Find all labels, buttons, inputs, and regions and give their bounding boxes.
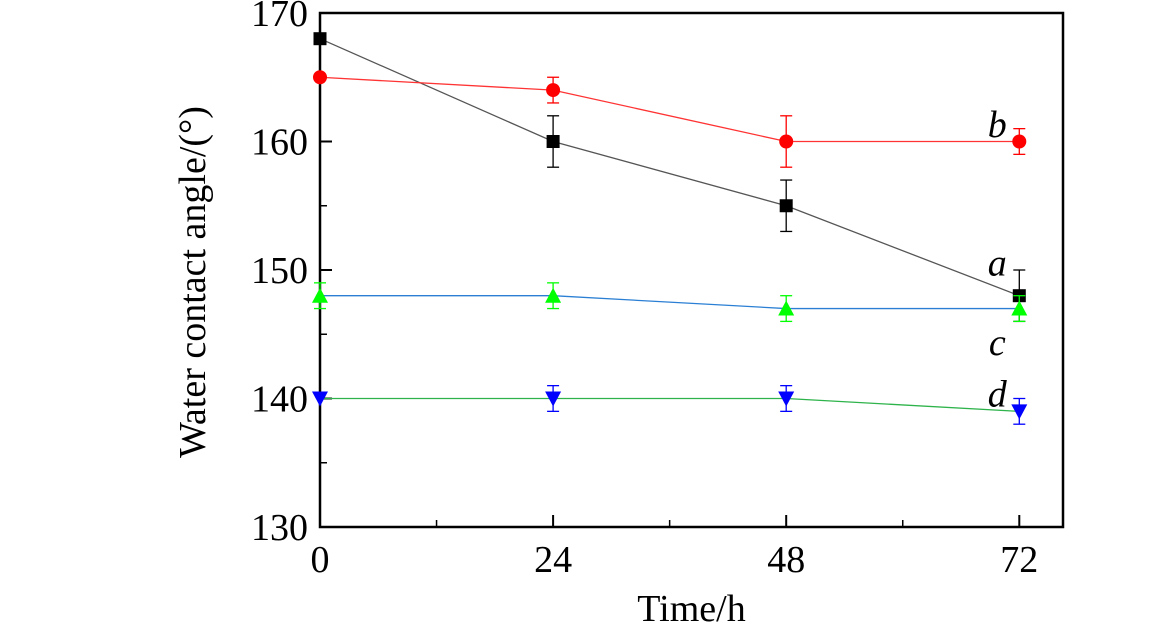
data-point [545, 287, 562, 303]
data-point [1011, 404, 1028, 420]
y-tick-label: 140 [251, 379, 308, 421]
data-point [313, 32, 327, 46]
y-tick-label: 130 [251, 507, 308, 549]
series-label-b: b [988, 104, 1007, 146]
data-point [546, 83, 561, 98]
series-line [320, 295, 1020, 310]
x-tick-label: 0 [311, 539, 330, 581]
data-point [779, 134, 794, 149]
data-point [313, 70, 327, 85]
data-point [545, 391, 562, 407]
series-label-a: a [988, 243, 1007, 285]
data-point [1011, 300, 1028, 316]
y-axis-title: Water contact angle/(°) [172, 106, 214, 458]
data-point [312, 391, 328, 407]
data-point [1012, 134, 1027, 149]
data-point [778, 391, 795, 407]
series-a [313, 32, 1026, 323]
data-point [312, 287, 328, 303]
series-labels: a b cd [988, 104, 1008, 416]
series-b [313, 70, 1027, 168]
x-tick-label: 72 [1000, 539, 1038, 581]
series-d [312, 384, 1028, 425]
series-layer [312, 32, 1028, 425]
y-tick-label: 150 [251, 250, 308, 292]
data-point [778, 300, 795, 316]
x-axis-title: Time/h [637, 588, 745, 624]
series-line [320, 397, 1020, 412]
y-axis: 130 140 150 160 170 [251, 0, 332, 549]
x-tick-label: 24 [534, 539, 572, 581]
data-point [546, 135, 560, 148]
x-axis: 0 24 48 72 [311, 515, 1038, 581]
x-tick-label: 48 [767, 539, 805, 581]
series-label-d: d [988, 374, 1008, 416]
y-tick-label: 170 [251, 0, 308, 35]
series-label-c: c [989, 322, 1006, 364]
data-point [779, 199, 793, 213]
y-tick-label: 160 [251, 122, 308, 164]
series-line [319, 38, 1020, 297]
series-line [319, 76, 1020, 143]
series-c [312, 282, 1028, 323]
